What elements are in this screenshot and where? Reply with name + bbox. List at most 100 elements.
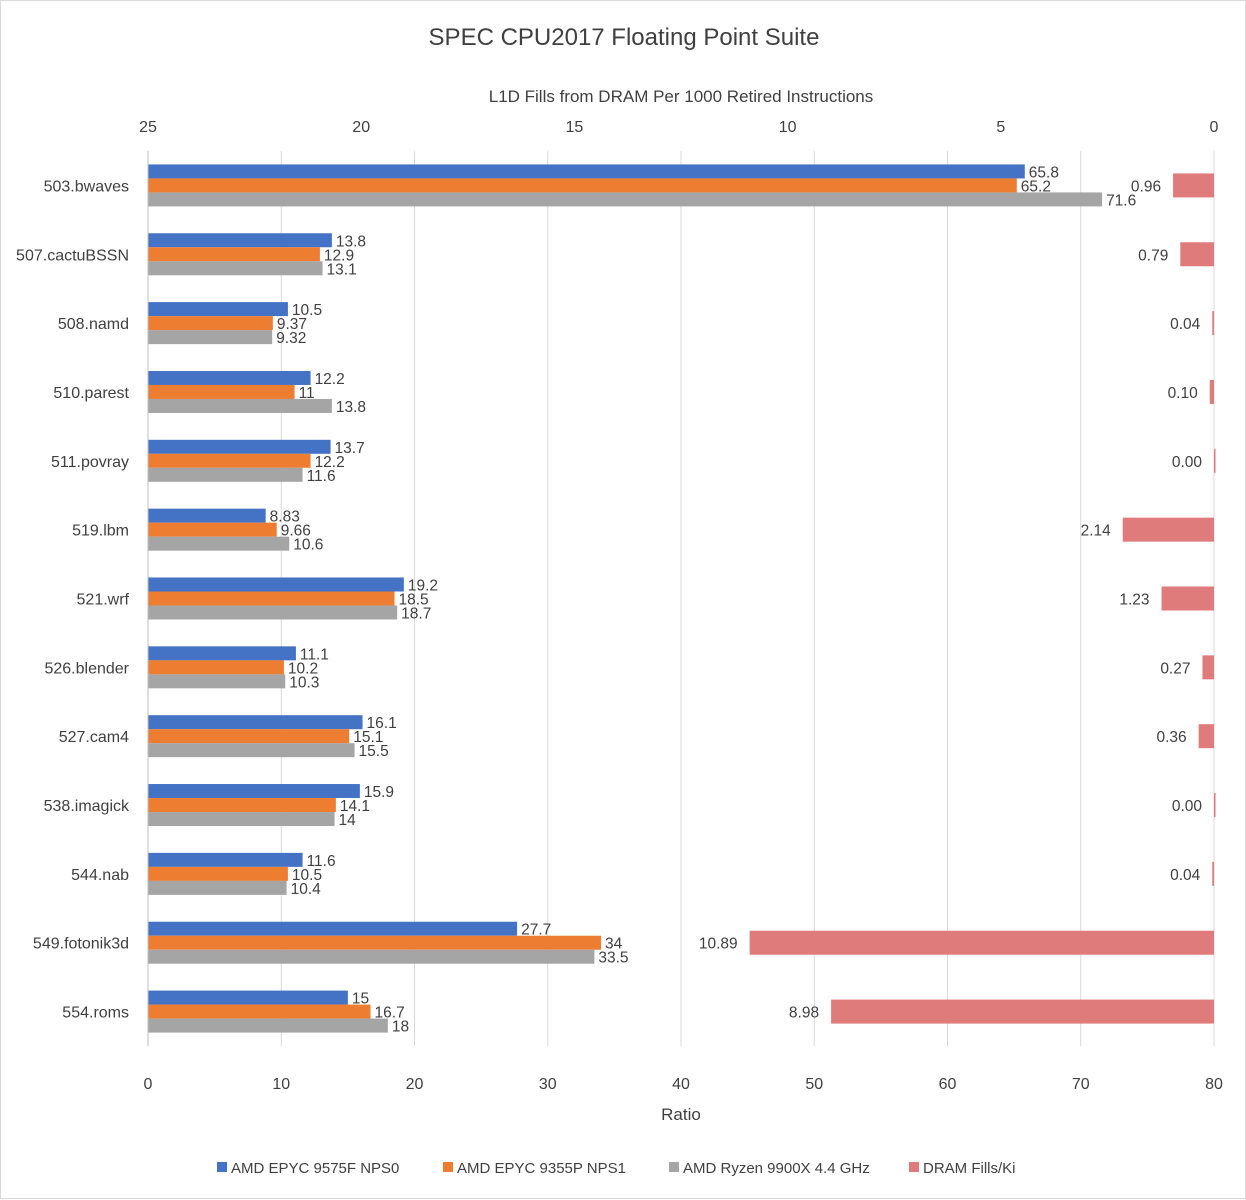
data-label-amd-epyc-9355p-nps1: 11 <box>299 385 315 402</box>
bar-dram-fills-ki-503-bwaves <box>1173 173 1214 198</box>
data-label-amd-epyc-9575f-nps0: 12.2 <box>315 371 345 388</box>
data-label-amd-epyc-9575f-nps0: 11.1 <box>300 646 329 663</box>
data-label-amd-ryzen-9900x-4-4-ghz: 11.6 <box>307 468 336 485</box>
primary-tick-label: 70 <box>1072 1076 1090 1093</box>
data-label-amd-epyc-9355p-nps1: 10.5 <box>292 867 322 884</box>
legend-label-amd-epyc-9355p-nps1: AMD EPYC 9355P NPS1 <box>457 1160 626 1177</box>
primary-tick-label: 30 <box>539 1076 557 1093</box>
category-label: 519.lbm <box>72 523 129 540</box>
bar-amd-ryzen-9900x-4-4-ghz-519-lbm <box>148 536 290 551</box>
bar-amd-epyc-9575f-nps0-526-blender <box>148 646 296 661</box>
category-label: 526.blender <box>44 660 129 677</box>
data-label-amd-ryzen-9900x-4-4-ghz: 10.4 <box>291 881 322 898</box>
bar-amd-epyc-9355p-nps1-508-namd <box>148 316 273 331</box>
data-label-amd-ryzen-9900x-4-4-ghz: 18.7 <box>401 606 431 623</box>
bar-dram-fills-ki-544-nab <box>1212 861 1214 886</box>
primary-tick-label: 40 <box>672 1076 690 1093</box>
legend-label-amd-epyc-9575f-nps0: AMD EPYC 9575F NPS0 <box>231 1160 399 1177</box>
secondary-tick-label: 25 <box>139 119 157 136</box>
data-label-dram-fills-ki: 2.14 <box>1081 523 1112 540</box>
category-label: 511.povray <box>51 454 129 471</box>
data-label-dram-fills-ki: 0.10 <box>1168 385 1199 402</box>
bar-amd-ryzen-9900x-4-4-ghz-526-blender <box>148 674 286 689</box>
legend: AMD EPYC 9575F NPS0 AMD EPYC 9355P NPS1 AM… <box>217 1160 1016 1177</box>
data-label-amd-ryzen-9900x-4-4-ghz: 10.3 <box>289 674 319 691</box>
bar-amd-epyc-9355p-nps1-527-cam4 <box>148 729 350 744</box>
data-label-amd-epyc-9575f-nps0: 16.1 <box>367 715 397 732</box>
bar-amd-epyc-9575f-nps0-538-imagick <box>148 784 360 799</box>
secondary-tick-label: 15 <box>566 119 584 136</box>
primary-tick-label: 20 <box>406 1076 424 1093</box>
data-label-dram-fills-ki: 0.04 <box>1170 867 1201 884</box>
secondary-tick-label: 0 <box>1210 119 1219 136</box>
data-label-dram-fills-ki: 0.79 <box>1138 247 1168 264</box>
bar-amd-ryzen-9900x-4-4-ghz-507-cactubssn <box>148 261 323 276</box>
bar-amd-ryzen-9900x-4-4-ghz-549-fotonik3d <box>148 949 595 964</box>
primary-tick-label: 50 <box>805 1076 823 1093</box>
data-label-amd-ryzen-9900x-4-4-ghz: 33.5 <box>598 950 628 967</box>
legend-swatch-dram-fills-ki <box>909 1162 919 1172</box>
bar-dram-fills-ki-538-imagick <box>1214 793 1216 818</box>
data-label-amd-epyc-9355p-nps1: 18.5 <box>399 592 429 609</box>
bar-amd-epyc-9355p-nps1-544-nab <box>148 866 288 881</box>
data-label-amd-epyc-9355p-nps1: 9.37 <box>277 316 307 333</box>
bar-amd-epyc-9575f-nps0-519-lbm <box>148 508 266 523</box>
data-label-amd-epyc-9355p-nps1: 10.2 <box>288 660 318 677</box>
bar-amd-epyc-9355p-nps1-526-blender <box>148 660 284 675</box>
primary-tick-label: 60 <box>939 1076 957 1093</box>
secondary-axis-title: L1D Fills from DRAM Per 1000 Retired Ins… <box>489 87 874 106</box>
primary-tick-label: 80 <box>1205 1076 1223 1093</box>
data-label-amd-epyc-9355p-nps1: 9.66 <box>281 523 311 540</box>
legend-swatch-amd-epyc-9575f-nps0 <box>217 1162 227 1172</box>
bar-amd-epyc-9355p-nps1-511-povray <box>148 453 311 468</box>
data-label-amd-epyc-9355p-nps1: 12.9 <box>324 247 354 264</box>
legend-swatch-amd-epyc-9355p-nps1 <box>443 1162 453 1172</box>
bar-dram-fills-ki-519-lbm <box>1122 517 1214 542</box>
data-label-amd-epyc-9575f-nps0: 15 <box>352 991 369 1008</box>
primary-tick-label: 0 <box>144 1076 153 1093</box>
secondary-tick-label: 5 <box>996 119 1005 136</box>
data-label-amd-epyc-9575f-nps0: 19.2 <box>408 578 438 595</box>
bar-amd-epyc-9355p-nps1-538-imagick <box>148 798 336 813</box>
bar-amd-epyc-9355p-nps1-554-roms <box>148 1004 371 1019</box>
bar-amd-epyc-9575f-nps0-507-cactubssn <box>148 233 332 248</box>
bar-amd-epyc-9575f-nps0-544-nab <box>148 852 303 867</box>
category-label: 510.parest <box>53 385 129 402</box>
data-label-dram-fills-ki: 0.96 <box>1131 178 1161 195</box>
category-label: 538.imagick <box>44 798 130 815</box>
bar-amd-epyc-9355p-nps1-519-lbm <box>148 522 277 537</box>
data-label-amd-epyc-9575f-nps0: 15.9 <box>364 784 394 801</box>
category-label: 507.cactuBSSN <box>16 247 129 264</box>
data-label-amd-epyc-9575f-nps0: 11.6 <box>307 853 336 870</box>
bar-amd-ryzen-9900x-4-4-ghz-554-roms <box>148 1018 388 1033</box>
category-label: 549.fotonik3d <box>33 936 129 953</box>
legend-label-dram-fills-ki: DRAM Fills/Ki <box>923 1160 1016 1177</box>
bar-dram-fills-ki-507-cactubssn <box>1180 242 1214 267</box>
bar-amd-ryzen-9900x-4-4-ghz-508-namd <box>148 330 273 345</box>
data-label-dram-fills-ki: 1.23 <box>1119 592 1149 609</box>
bar-dram-fills-ki-521-wrf <box>1161 586 1214 611</box>
data-label-dram-fills-ki: 0.27 <box>1160 660 1190 677</box>
bar-amd-ryzen-9900x-4-4-ghz-527-cam4 <box>148 743 355 758</box>
data-label-amd-ryzen-9900x-4-4-ghz: 13.1 <box>327 261 357 278</box>
bar-amd-ryzen-9900x-4-4-ghz-511-povray <box>148 467 303 482</box>
bar-amd-epyc-9575f-nps0-521-wrf <box>148 577 404 592</box>
bar-dram-fills-ki-549-fotonik3d <box>749 930 1214 955</box>
primary-tick-label: 10 <box>272 1076 290 1093</box>
data-label-amd-epyc-9355p-nps1: 34 <box>605 936 623 953</box>
bar-dram-fills-ki-510-parest <box>1209 379 1214 404</box>
category-label: 554.roms <box>62 1005 129 1022</box>
data-label-amd-epyc-9355p-nps1: 14.1 <box>340 798 370 815</box>
bar-dram-fills-ki-511-povray <box>1214 448 1216 473</box>
category-label: 521.wrf <box>77 592 130 609</box>
data-label-amd-epyc-9575f-nps0: 27.7 <box>521 922 551 939</box>
data-label-amd-ryzen-9900x-4-4-ghz: 15.5 <box>359 743 389 760</box>
bar-amd-epyc-9355p-nps1-521-wrf <box>148 591 395 606</box>
bar-dram-fills-ki-554-roms <box>831 999 1214 1024</box>
bar-amd-epyc-9575f-nps0-511-povray <box>148 439 331 454</box>
chart-title: SPEC CPU2017 Floating Point Suite <box>429 24 820 51</box>
category-label: 544.nab <box>71 867 129 884</box>
bar-amd-ryzen-9900x-4-4-ghz-521-wrf <box>148 605 398 620</box>
